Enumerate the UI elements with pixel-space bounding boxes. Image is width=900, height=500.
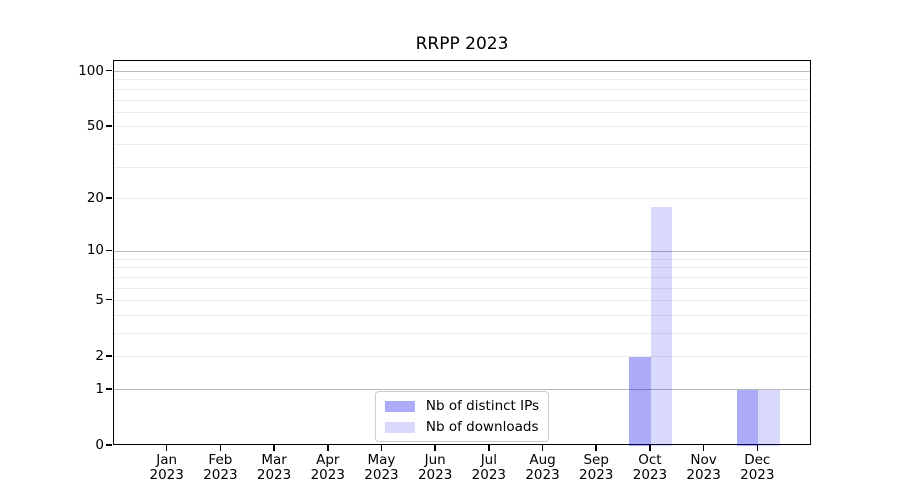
x-tick-year: 2023 [525,467,560,483]
plot-area [113,60,811,446]
x-tick-month: Jan [156,452,178,468]
x-tick-jul [488,445,490,451]
y-gridline-minor-40 [114,144,810,146]
y-tick-1 [106,388,112,390]
x-tick-year: 2023 [471,467,507,483]
x-tick-dec [756,445,759,451]
chart-title: RRPP 2023 [415,34,509,54]
legend: Nb of distinct IPs Nb of downloads [374,391,550,442]
x-tick-year: 2023 [310,467,345,483]
y-gridline-major-10 [114,250,810,252]
x-tick-month: Jul [480,452,497,468]
x-tick-label-dec: Dec 2023 [722,453,792,483]
x-tick-year: 2023 [256,467,292,483]
x-tick-year: 2023 [740,467,775,483]
legend-swatch-nb-of-downloads [384,421,415,433]
y-tick-100 [106,69,112,72]
y-tick-0 [106,444,112,446]
x-tick-year: 2023 [632,467,668,483]
x-tick-year: 2023 [149,467,184,483]
y-gridline-major-100 [114,71,810,73]
y-gridline-minor-3 [114,333,810,335]
legend-label-nb-of-distinct-ips: Nb of distinct IPs [425,398,540,414]
y-tick-label-10: 10 [86,242,104,259]
x-tick-month: Oct [638,452,662,468]
x-tick-month: Dec [744,452,771,468]
x-tick-label-oct: Oct 2023 [615,453,685,483]
x-tick-jun [434,445,436,451]
x-tick-label-feb: Feb 2023 [185,453,255,483]
bar-nb-of-downloads-dec [758,389,780,446]
x-tick-label-jan: Jan 2023 [132,453,202,483]
y-tick-label-0: 0 [95,437,104,453]
y-gridline-minor-80 [114,88,810,90]
y-gridline-minor-50 [114,126,810,128]
y-gridline-minor-30 [114,166,810,168]
y-tick-label-20: 20 [86,189,104,206]
x-tick-month: Nov [690,452,717,468]
x-tick-label-jul: Jul 2023 [454,453,524,483]
x-tick-sep [595,445,597,451]
x-tick-year: 2023 [417,467,453,483]
y-gridline-minor-7 [114,276,810,278]
y-tick-label-100: 100 [78,62,104,79]
bar-nb-of-distinct-ips-oct [629,356,651,446]
bar-nb-of-distinct-ips-dec [736,389,759,446]
x-tick-label-nov: Nov 2023 [669,453,739,483]
x-tick-label-mar: Mar 2023 [239,453,309,483]
x-tick-year: 2023 [364,467,399,483]
y-tick-2 [106,355,112,357]
x-tick-month: Jun [424,452,446,468]
y-gridline-minor-20 [114,198,810,200]
y-gridline-minor-5 [114,300,810,302]
y-gridline-minor-60 [114,111,810,113]
legend-swatch-nb-of-distinct-ips [384,400,415,412]
x-tick-nov [702,445,705,451]
y-tick-label-1: 1 [95,380,104,397]
x-tick-aug [541,445,544,451]
x-tick-month: Sep [583,452,609,468]
y-tick-50 [106,125,112,127]
legend-entry-nb-of-distinct-ips: Nb of distinct IPs [384,398,540,414]
y-gridline-minor-90 [114,79,810,81]
x-tick-year: 2023 [579,467,614,483]
y-tick-5 [106,298,112,301]
y-gridline-minor-8 [114,267,810,269]
y-tick-20 [106,197,112,199]
y-gridline-minor-4 [114,314,810,316]
x-tick-month: Mar [261,452,287,468]
x-tick-label-apr: Apr 2023 [293,453,363,483]
y-gridline-minor-70 [114,99,810,101]
x-tick-label-aug: Aug 2023 [508,453,578,483]
x-tick-month: Aug [529,452,556,468]
y-gridline-minor-6 [114,287,810,289]
x-tick-month: Feb [208,452,233,468]
y-gridline-minor-9 [114,258,810,260]
x-tick-jan [165,445,168,451]
x-tick-year: 2023 [686,467,721,483]
y-tick-label-50: 50 [86,117,104,134]
legend-entry-nb-of-downloads: Nb of downloads [384,419,539,435]
x-tick-month: Apr [316,452,340,468]
x-tick-mar [273,445,275,451]
y-gridline-minor-2 [114,356,810,358]
x-tick-feb [219,445,222,451]
y-tick-label-2: 2 [95,347,104,364]
y-gridline-major-1 [114,389,810,391]
x-tick-year: 2023 [203,467,238,483]
y-tick-label-5: 5 [95,291,104,308]
x-tick-may [380,445,383,451]
x-tick-label-sep: Sep 2023 [561,453,631,483]
x-tick-label-jun: Jun 2023 [400,453,470,483]
y-tick-10 [106,249,112,252]
x-tick-oct [649,445,651,451]
legend-label-nb-of-downloads: Nb of downloads [425,419,539,435]
x-tick-label-may: May 2023 [346,453,416,483]
x-tick-month: May [367,452,396,468]
x-tick-apr [327,445,329,451]
bar-nb-of-downloads-oct [650,207,673,446]
